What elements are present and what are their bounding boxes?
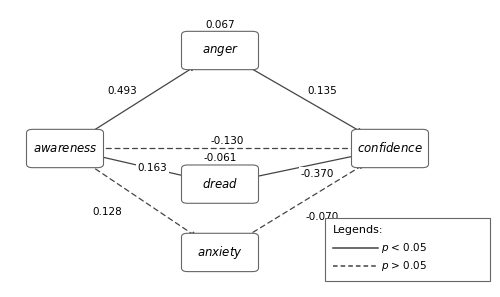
Text: -0.061: -0.061 [204,153,236,163]
Text: $p$ > 0.05: $p$ > 0.05 [381,259,427,273]
FancyBboxPatch shape [325,218,490,281]
FancyBboxPatch shape [26,129,104,168]
Text: $p$ < 0.05: $p$ < 0.05 [381,241,427,255]
Text: -0.370: -0.370 [301,169,334,179]
FancyBboxPatch shape [182,233,258,271]
Text: 0.128: 0.128 [92,207,122,217]
Text: $\it{anger}$: $\it{anger}$ [202,43,238,58]
Text: 0.067: 0.067 [205,20,235,30]
Text: -0.070: -0.070 [306,212,339,222]
Text: 0.163: 0.163 [138,163,168,173]
FancyBboxPatch shape [182,31,258,70]
Text: $\it{anxiety}$: $\it{anxiety}$ [197,244,243,261]
FancyBboxPatch shape [352,129,428,168]
Text: Legends:: Legends: [332,225,383,235]
Text: $\it{dread}$: $\it{dread}$ [202,177,238,191]
Text: -0.130: -0.130 [211,136,244,146]
Text: 0.493: 0.493 [108,86,138,96]
Text: 0.135: 0.135 [308,86,338,96]
FancyBboxPatch shape [182,165,258,203]
Text: $\it{confidence}$: $\it{confidence}$ [357,141,423,156]
Text: $\it{awareness}$: $\it{awareness}$ [32,142,98,155]
